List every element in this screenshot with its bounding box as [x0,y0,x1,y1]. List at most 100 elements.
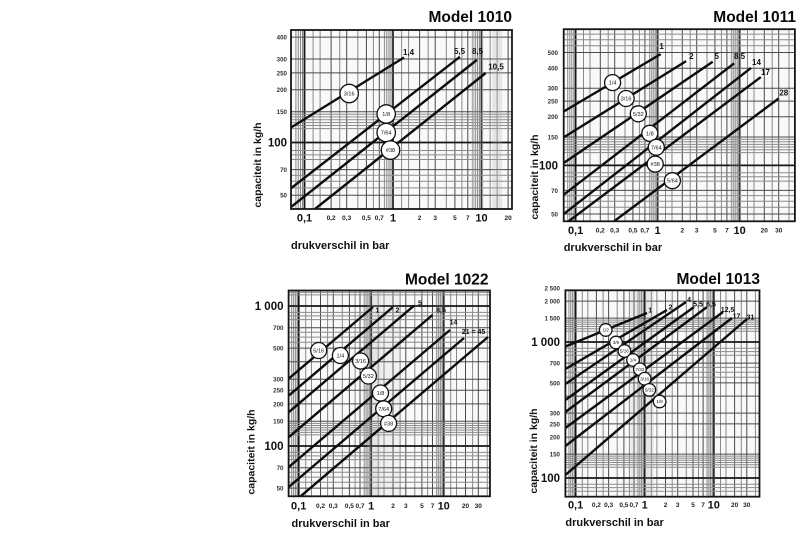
svg-text:500: 500 [548,50,559,57]
svg-text:1/8: 1/8 [656,399,663,404]
svg-text:0,5: 0,5 [345,503,354,510]
svg-text:1 000: 1 000 [255,301,284,313]
svg-text:300: 300 [273,377,284,384]
svg-text:0,2: 0,2 [592,502,601,509]
svg-text:Model 1010: Model 1010 [428,9,512,26]
svg-text:7: 7 [466,215,470,222]
svg-text:10: 10 [438,501,450,513]
svg-text:capaciteit in kg/h: capaciteit in kg/h [252,122,264,207]
svg-text:31: 31 [747,315,755,322]
svg-text:1/4: 1/4 [337,354,345,360]
svg-text:50: 50 [277,486,284,493]
svg-text:1/8: 1/8 [377,391,385,397]
svg-text:2: 2 [664,502,668,509]
svg-text:3/16: 3/16 [640,376,649,381]
svg-text:3: 3 [695,228,699,235]
svg-text:700: 700 [550,361,561,368]
svg-text:0,2: 0,2 [596,228,605,235]
svg-text:0,1: 0,1 [291,501,306,513]
svg-text:1: 1 [659,42,664,51]
svg-text:2: 2 [689,52,694,61]
svg-text:1/8: 1/8 [646,131,654,137]
svg-text:5: 5 [420,503,424,510]
svg-text:100: 100 [264,441,283,453]
svg-text:250: 250 [550,421,561,428]
svg-text:2 500: 2 500 [545,285,561,292]
svg-text:2: 2 [680,228,684,235]
svg-text:7/64: 7/64 [651,145,662,151]
svg-text:30: 30 [775,228,783,235]
svg-text:70: 70 [280,167,287,174]
svg-text:300: 300 [548,86,559,93]
svg-text:100: 100 [541,473,560,485]
svg-text:5: 5 [714,52,719,61]
svg-text:0,7: 0,7 [640,228,649,235]
svg-text:7/64: 7/64 [381,131,392,137]
svg-text:#38: #38 [384,421,393,427]
svg-text:3: 3 [433,215,437,222]
svg-text:0,5: 0,5 [362,215,371,222]
svg-text:5/32: 5/32 [363,374,374,380]
svg-text:8.5: 8.5 [734,52,746,61]
svg-text:1: 1 [376,308,380,315]
svg-text:3/16: 3/16 [621,97,632,103]
svg-text:700: 700 [273,325,284,332]
svg-text:0,7: 0,7 [375,215,384,222]
svg-text:7/64: 7/64 [378,407,389,413]
svg-text:20: 20 [504,215,512,222]
svg-text:5/16: 5/16 [620,349,629,354]
svg-text:#38: #38 [651,162,660,168]
svg-text:capaciteit in kg/h: capaciteit in kg/h [246,409,258,494]
svg-text:5/64: 5/64 [667,179,678,185]
svg-text:28: 28 [779,89,788,98]
svg-text:5: 5 [713,228,717,235]
svg-text:200: 200 [277,87,288,94]
svg-text:2 000: 2 000 [545,299,561,306]
svg-text:drukverschil in bar: drukverschil in bar [292,518,391,530]
svg-text:0,7: 0,7 [355,503,364,510]
svg-text:drukverschil in bar: drukverschil in bar [565,517,664,529]
svg-text:1/4: 1/4 [630,358,637,363]
svg-text:0,1: 0,1 [568,225,583,237]
svg-text:0,1: 0,1 [568,500,583,512]
svg-text:200: 200 [548,114,559,121]
svg-text:500: 500 [550,380,561,387]
svg-text:5: 5 [418,301,422,308]
svg-text:1 000: 1 000 [531,337,560,349]
svg-text:250: 250 [273,388,284,395]
svg-text:17: 17 [761,68,770,77]
svg-text:400: 400 [548,66,559,73]
svg-text:0,2: 0,2 [327,215,336,222]
svg-text:6,5: 6,5 [706,302,716,309]
svg-text:2: 2 [396,308,400,315]
svg-text:5/32: 5/32 [645,388,654,393]
svg-text:0,3: 0,3 [342,215,351,222]
svg-text:14: 14 [752,58,761,67]
svg-text:20: 20 [761,228,769,235]
svg-text:300: 300 [277,56,288,63]
svg-text:8,5: 8,5 [472,47,484,56]
svg-text:1/4: 1/4 [609,81,617,87]
svg-text:2: 2 [668,305,672,312]
svg-text:3: 3 [404,503,408,510]
svg-text:7: 7 [725,228,729,235]
svg-text:10: 10 [708,500,720,512]
svg-text:17: 17 [733,314,741,321]
svg-text:1: 1 [648,308,652,315]
svg-text:150: 150 [550,452,561,459]
svg-text:5,5: 5,5 [693,302,703,309]
svg-text:0,7: 0,7 [629,502,638,509]
svg-text:400: 400 [277,35,288,42]
svg-text:1 500: 1 500 [545,316,561,323]
svg-text:5: 5 [453,215,457,222]
svg-text:30: 30 [743,502,751,509]
svg-text:14: 14 [450,320,458,327]
svg-text:0,1: 0,1 [297,213,312,225]
svg-text:12,5: 12,5 [721,307,735,314]
svg-text:5/32: 5/32 [633,112,644,118]
svg-text:capaciteit in kg/h: capaciteit in kg/h [528,408,540,493]
svg-text:1: 1 [642,500,648,512]
svg-text:7: 7 [701,502,705,509]
svg-text:1: 1 [390,213,396,225]
svg-text:10: 10 [733,225,745,237]
